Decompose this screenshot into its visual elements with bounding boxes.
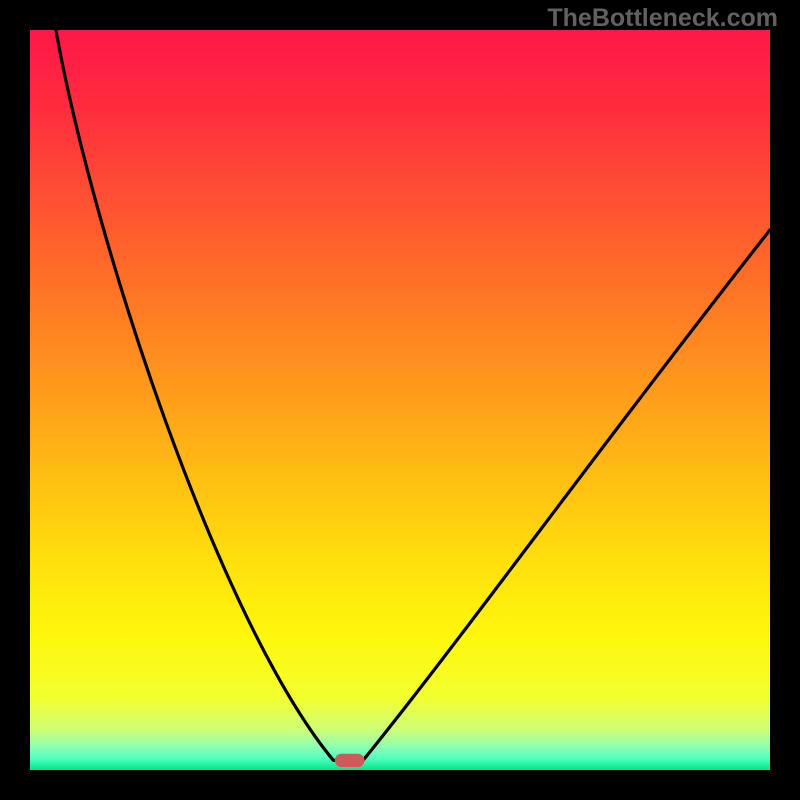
optimal-point-marker: [335, 754, 365, 767]
bottleneck-valley-chart: [0, 0, 800, 800]
plot-gradient-background: [30, 30, 770, 770]
